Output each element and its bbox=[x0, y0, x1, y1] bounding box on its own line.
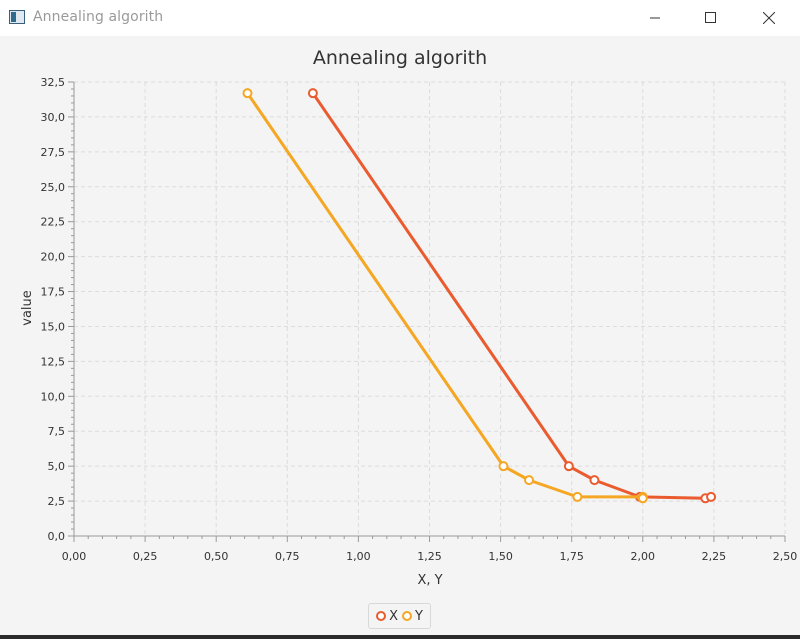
chart-title: Annealing algorith bbox=[313, 47, 487, 69]
x-tick-label: 0,50 bbox=[204, 550, 229, 563]
y-tick-label: 7,5 bbox=[48, 425, 66, 438]
data-point-x bbox=[307, 88, 318, 99]
chart-axes: 0,00 0,25 0,50 0,75 1,00 1,25 1,50 1,75 2,00 2,25… bbox=[41, 76, 798, 563]
chart-legend: X Y bbox=[368, 603, 431, 629]
legend-label-x: X bbox=[389, 608, 398, 624]
series-line-x bbox=[311, 92, 712, 500]
close-button[interactable] bbox=[746, 0, 792, 36]
x-tick-label: 0,75 bbox=[275, 550, 300, 563]
minimize-button[interactable] bbox=[632, 0, 678, 36]
series-line-y bbox=[246, 92, 645, 499]
y-tick-label: 30,0 bbox=[41, 111, 66, 124]
x-tick-label: 2,50 bbox=[773, 550, 798, 563]
x-tick-label: 2,00 bbox=[631, 550, 656, 563]
x-tick-label: 1,00 bbox=[346, 550, 371, 563]
chart-series bbox=[242, 88, 717, 504]
legend-item-x: X bbox=[376, 609, 398, 624]
x-tick-label: 1,50 bbox=[488, 550, 513, 563]
y-tick-label: 22,5 bbox=[41, 216, 66, 229]
x-tick-label: 0,25 bbox=[133, 550, 158, 563]
y-tick-label: 5,0 bbox=[48, 460, 66, 473]
close-icon bbox=[763, 12, 775, 24]
y-tick-label: 12,5 bbox=[41, 355, 66, 368]
legend-item-y: Y bbox=[401, 608, 423, 624]
y-tick-label: 25,0 bbox=[41, 181, 66, 194]
java-app-icon bbox=[9, 10, 25, 24]
taskbar-edge bbox=[0, 635, 800, 639]
data-point-y bbox=[524, 475, 535, 486]
y-axis-label: value bbox=[20, 290, 35, 326]
minimize-icon bbox=[650, 17, 660, 19]
window-title: Annealing algorith bbox=[33, 9, 164, 25]
data-point-x bbox=[563, 461, 574, 472]
y-tick-label: 27,5 bbox=[41, 146, 66, 159]
y-tick-label: 10,0 bbox=[41, 390, 66, 403]
chart-grid bbox=[74, 81, 786, 536]
data-point-x bbox=[589, 475, 600, 486]
data-point-y bbox=[498, 461, 509, 472]
maximize-icon bbox=[705, 12, 716, 23]
legend-marker-y bbox=[401, 611, 412, 621]
x-axis-label: X, Y bbox=[417, 573, 442, 588]
x-tick-label: 1,75 bbox=[559, 550, 584, 563]
y-tick-label: 17,5 bbox=[41, 286, 66, 299]
y-tick-label: 32,5 bbox=[41, 76, 66, 89]
x-tick-label: 1,25 bbox=[417, 550, 442, 563]
x-tick-label: 0,00 bbox=[62, 550, 87, 563]
data-point-y bbox=[242, 88, 253, 99]
data-point-y bbox=[637, 493, 648, 504]
line-chart: Annealing algorith 0,00 0,25 0,50 0,75 1,00 1… bbox=[20, 47, 798, 588]
data-point-y bbox=[572, 491, 583, 502]
x-tick-label: 2,25 bbox=[702, 550, 727, 563]
y-tick-label: 20,0 bbox=[41, 251, 66, 264]
maximize-button[interactable] bbox=[688, 0, 734, 36]
y-tick-label: 2,5 bbox=[48, 495, 66, 508]
window-titlebar: Annealing algorith bbox=[0, 0, 800, 36]
legend-marker-x bbox=[376, 611, 387, 621]
data-point-x bbox=[706, 491, 717, 502]
legend-label-y: Y bbox=[414, 608, 423, 624]
y-tick-label: 0,0 bbox=[48, 530, 66, 543]
y-tick-label: 15,0 bbox=[41, 320, 66, 333]
